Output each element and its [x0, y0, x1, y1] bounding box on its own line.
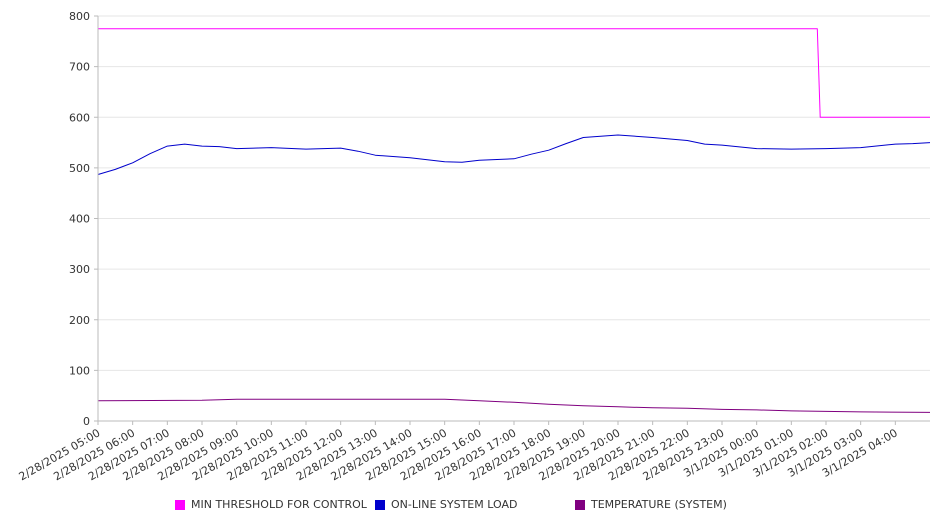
y-tick-label: 400 — [69, 213, 90, 226]
legend-label-system-load: ON-LINE SYSTEM LOAD — [391, 498, 518, 511]
legend-swatch-temperature — [575, 499, 585, 510]
x-axis: 2/28/2025 05:002/28/2025 06:002/28/2025 … — [17, 421, 900, 483]
y-tick-label: 0 — [83, 415, 90, 428]
y-tick-label: 700 — [69, 61, 90, 74]
legend-item-system-load[interactable]: ON-LINE SYSTEM LOAD — [375, 498, 517, 511]
y-tick-label: 500 — [69, 162, 90, 175]
plot-series — [97, 28, 931, 413]
series-line-min-threshold — [98, 28, 930, 118]
grid-lines — [98, 15, 930, 371]
chart-legend: MIN THRESHOLD FOR CONTROL ON-LINE SYSTEM… — [0, 498, 946, 516]
y-tick-label: 300 — [69, 263, 90, 276]
legend-swatch-min-threshold — [175, 499, 185, 510]
line-chart: 0 100 200 300 400 500 600 700 800 2/28/2025 05:0… — [17, 10, 931, 483]
legend-label-temperature: TEMPERATURE (SYSTEM) — [591, 498, 727, 511]
series-line-system-load — [97, 134, 931, 175]
y-tick-label: 800 — [69, 10, 90, 23]
y-tick-label: 600 — [69, 111, 90, 124]
y-axis: 0 100 200 300 400 500 600 700 800 — [69, 10, 98, 428]
legend-item-min-threshold[interactable]: MIN THRESHOLD FOR CONTROL — [175, 498, 367, 511]
legend-label-min-threshold: MIN THRESHOLD FOR CONTROL — [191, 498, 367, 511]
legend-item-temperature[interactable]: TEMPERATURE (SYSTEM) — [575, 498, 727, 511]
legend-swatch-system-load — [375, 499, 385, 510]
y-tick-label: 100 — [69, 364, 90, 377]
y-tick-label: 200 — [69, 314, 90, 327]
series-line-temperature — [97, 398, 931, 413]
